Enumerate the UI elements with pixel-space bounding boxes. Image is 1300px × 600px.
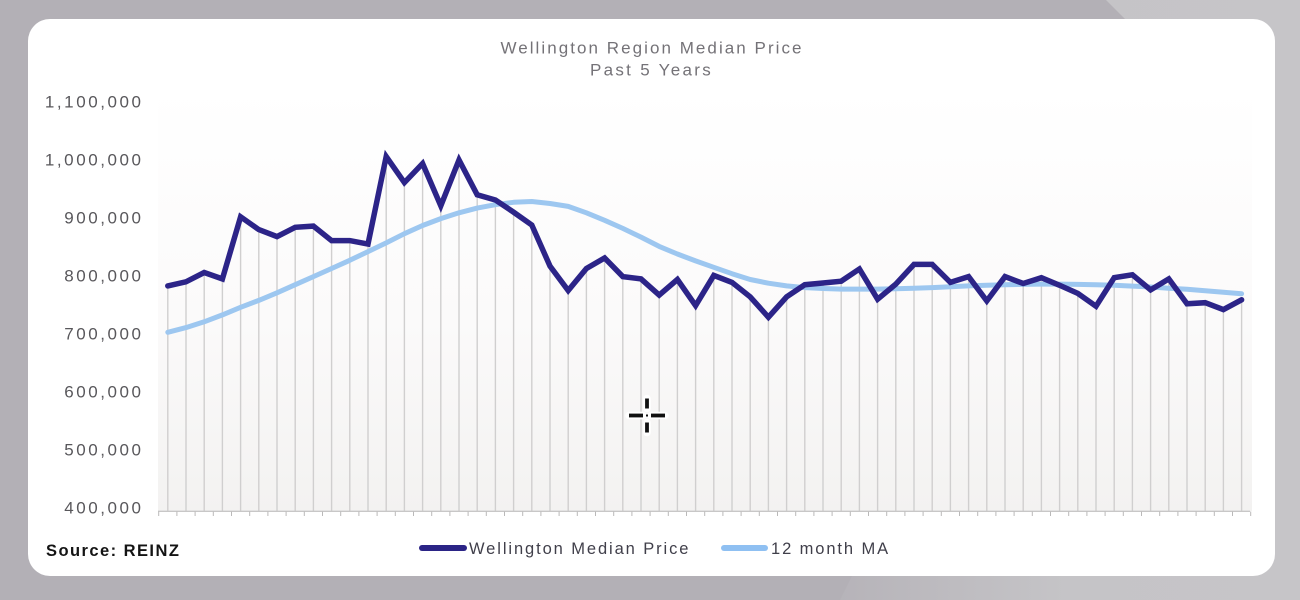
svg-text:400,000: 400,000 bbox=[64, 499, 143, 518]
svg-text:600,000: 600,000 bbox=[64, 383, 143, 402]
svg-text:800,000: 800,000 bbox=[64, 267, 143, 286]
svg-text:Wellington Median Price: Wellington Median Price bbox=[469, 540, 690, 558]
svg-text:12 month MA: 12 month MA bbox=[771, 540, 890, 558]
svg-text:Source: REINZ: Source: REINZ bbox=[46, 542, 180, 560]
svg-text:1,000,000: 1,000,000 bbox=[45, 151, 144, 170]
svg-text:700,000: 700,000 bbox=[64, 325, 143, 344]
svg-text:Wellington Region Median Price: Wellington Region Median Price bbox=[500, 39, 803, 58]
svg-text:Past 5 Years: Past 5 Years bbox=[590, 61, 713, 80]
svg-text:900,000: 900,000 bbox=[64, 209, 143, 228]
svg-text:1,100,000: 1,100,000 bbox=[45, 93, 144, 112]
svg-text:500,000: 500,000 bbox=[64, 441, 143, 460]
